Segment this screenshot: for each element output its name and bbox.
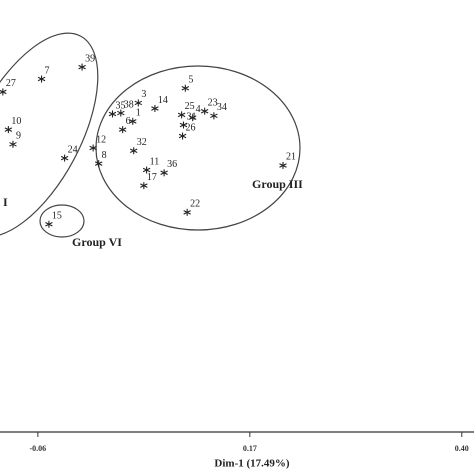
point-label: 12 — [96, 134, 106, 145]
point-stroke — [89, 145, 97, 151]
point — [118, 126, 127, 134]
point-label: 1 — [136, 108, 141, 119]
point — [181, 84, 190, 92]
point — [129, 147, 138, 155]
x-tick-label: 0.17 — [243, 444, 257, 453]
point — [4, 126, 13, 134]
point-label: 35 — [116, 100, 126, 111]
point — [9, 140, 17, 148]
point-stroke — [210, 113, 218, 119]
point-stroke — [151, 106, 159, 111]
point-stroke — [140, 183, 148, 188]
point-label: 4 — [196, 104, 201, 115]
point-label: 34 — [217, 102, 227, 113]
point-stroke — [45, 222, 53, 227]
point — [134, 99, 143, 107]
point — [60, 154, 69, 162]
point-stroke — [179, 122, 188, 128]
point-label: 8 — [102, 150, 107, 161]
point-stroke — [94, 161, 103, 166]
point-stroke — [134, 100, 143, 106]
point-stroke — [188, 115, 197, 120]
point — [142, 166, 151, 174]
point — [78, 63, 86, 71]
point-label: 11 — [150, 156, 160, 167]
point-label: 27 — [6, 78, 16, 89]
point-stroke — [0, 89, 7, 94]
point-stroke — [177, 112, 186, 118]
group-ellipse — [39, 204, 85, 238]
group-label: Group III — [252, 177, 303, 191]
point-label: 10 — [11, 116, 21, 127]
point-stroke — [181, 85, 190, 91]
point — [89, 144, 97, 152]
point-label: 14 — [158, 95, 168, 106]
point — [94, 160, 103, 168]
point-label: 3 — [141, 89, 146, 100]
point-label: 32 — [137, 137, 147, 148]
point-stroke — [118, 127, 127, 132]
x-tick-label: -0.06 — [30, 444, 47, 453]
point — [37, 75, 46, 83]
point-label: 9 — [16, 131, 21, 142]
point — [177, 111, 186, 119]
point-stroke — [9, 142, 17, 147]
point — [151, 104, 159, 112]
point-stroke — [117, 110, 125, 116]
point-stroke — [178, 133, 187, 139]
point-label: 26 — [186, 122, 196, 133]
point-label: 39 — [85, 53, 95, 64]
point — [200, 107, 209, 115]
point — [129, 117, 137, 125]
point-label: 15 — [52, 211, 62, 222]
point-stroke — [60, 155, 69, 161]
point-stroke — [129, 148, 138, 153]
point — [210, 112, 218, 120]
point-stroke — [37, 76, 46, 82]
x-tick-label: 0.40 — [455, 444, 469, 453]
point — [117, 109, 125, 117]
point-stroke — [160, 170, 168, 176]
point-label: 17 — [147, 172, 157, 183]
group-label: I — [3, 195, 8, 209]
point-label: 6 — [126, 116, 131, 127]
point-stroke — [183, 210, 191, 215]
x-axis-label: Dim-1 (17.49%) — [214, 458, 289, 470]
point — [45, 220, 53, 228]
point-label: 21 — [286, 152, 296, 163]
point-label: 38 — [124, 99, 134, 110]
point-stroke — [78, 64, 86, 70]
point — [178, 132, 187, 140]
point-label: 5 — [188, 75, 193, 86]
point — [108, 110, 117, 118]
group-label: Group VI — [72, 235, 122, 249]
point — [179, 121, 188, 129]
point-label: 7 — [45, 65, 50, 76]
point-stroke — [108, 111, 117, 117]
point-stroke — [142, 167, 151, 173]
point-label: 36 — [167, 159, 177, 170]
point — [140, 182, 148, 190]
point-stroke — [129, 119, 137, 124]
point — [188, 114, 197, 122]
point-stroke — [4, 127, 13, 132]
point — [160, 169, 168, 177]
point — [183, 208, 191, 216]
point-label: 22 — [190, 199, 200, 210]
point-stroke — [279, 163, 287, 168]
point-label: 25 — [185, 101, 195, 112]
group-ellipse — [95, 65, 301, 231]
point-label: 24 — [68, 144, 78, 155]
group-ellipse — [0, 32, 99, 238]
point-label: 23 — [208, 98, 218, 109]
point-stroke — [200, 108, 209, 114]
point-label: 31 — [186, 111, 196, 122]
point — [0, 88, 7, 96]
point — [279, 161, 287, 169]
